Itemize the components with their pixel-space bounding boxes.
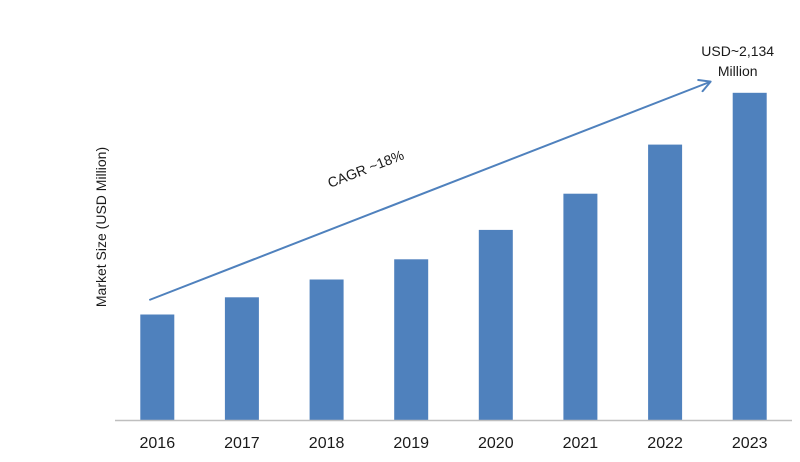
growth-arrow — [148, 79, 712, 301]
x-tick-label-2016: 2016 — [140, 435, 176, 452]
x-tick-labels: 2016 2017 2018 2019 2020 2021 2022 2023 — [140, 435, 768, 452]
bar-2019 — [394, 259, 429, 420]
bars-layer — [140, 92, 767, 421]
y-axis-label: Market Size (USD Million) — [93, 147, 109, 307]
bar-2017 — [224, 297, 259, 420]
x-tick-label-2020: 2020 — [478, 435, 514, 452]
end-value-label-line2: Million — [718, 63, 758, 79]
end-value-label-line1: USD~2,134 — [701, 43, 774, 59]
x-tick-label-2017: 2017 — [224, 435, 260, 452]
bar-2016 — [140, 314, 175, 420]
bar-2018 — [309, 279, 344, 420]
bar-2020 — [478, 229, 513, 420]
x-tick-label-2019: 2019 — [393, 435, 429, 452]
x-tick-label-2021: 2021 — [563, 435, 599, 452]
x-tick-label-2022: 2022 — [647, 435, 683, 452]
x-tick-label-2018: 2018 — [309, 435, 345, 452]
bar-2022 — [648, 144, 683, 420]
x-tick-label-2023: 2023 — [732, 435, 768, 452]
cagr-label: CAGR ~18% — [325, 147, 406, 191]
bar-2023 — [732, 92, 767, 421]
bar-2021 — [563, 193, 598, 420]
